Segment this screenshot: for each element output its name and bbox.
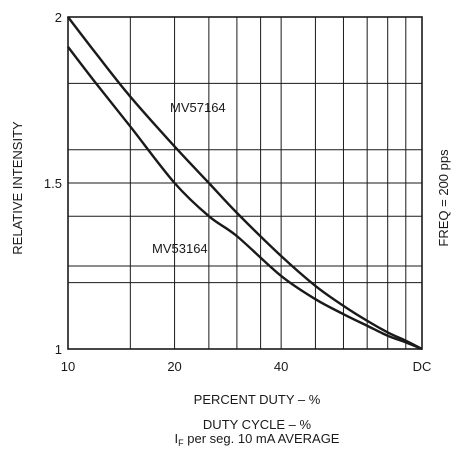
caption-duty-cycle: DUTY CYCLE – % — [203, 417, 312, 432]
y-tick-label: 1.5 — [44, 176, 62, 191]
curve-label-mv53164: MV53164 — [152, 241, 208, 256]
x-axis-label: PERCENT DUTY – % — [194, 392, 321, 407]
y-tick-label: 1 — [55, 342, 62, 357]
plot-frame — [67, 16, 423, 350]
y-tick-label: 2 — [55, 10, 62, 25]
series-lines — [67, 16, 423, 351]
x-tick-label: 10 — [61, 359, 75, 374]
y-axis-label: RELATIVE INTENSITY — [10, 121, 25, 255]
curve-label-mv57164: MV57164 — [170, 100, 226, 115]
x-tick-label: 40 — [274, 359, 288, 374]
x-tick-label: 20 — [167, 359, 181, 374]
tick-labels: 10 20 40 DC 1 1.5 2 — [44, 10, 431, 374]
freq-note: FREQ = 200 pps — [436, 149, 451, 247]
caption-if-rest: per seg. 10 mA AVERAGE — [184, 431, 340, 446]
grid-lines — [67, 16, 423, 350]
series-line-mv53164 — [67, 46, 423, 351]
series-line-mv57164 — [67, 16, 423, 351]
caption-if-per-seg: IF per seg. 10 mA AVERAGE — [175, 431, 340, 448]
caption-if-subscript: F — [178, 438, 184, 448]
caption-if-prefix: I — [175, 431, 179, 446]
x-tick-label: DC — [413, 359, 432, 374]
